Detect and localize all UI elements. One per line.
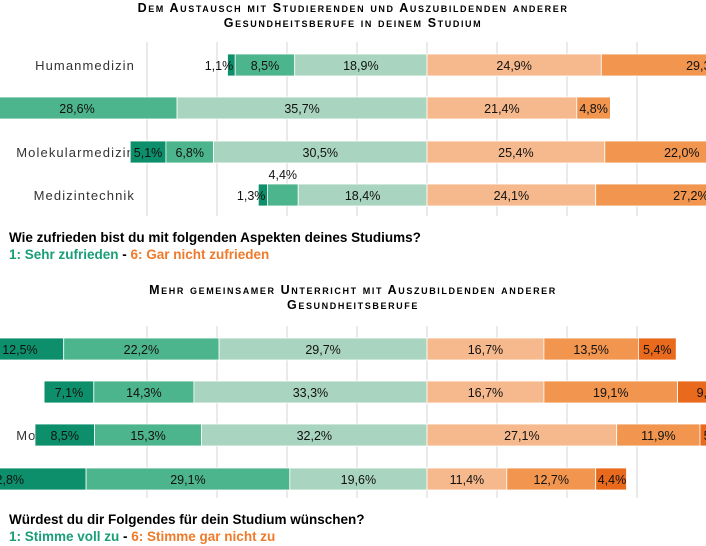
chart2-scale-low: 1: Stimme voll zu bbox=[9, 529, 120, 544]
chart2-scale-sep: - bbox=[119, 529, 132, 544]
chart2-value-label: 12,5% bbox=[2, 343, 37, 357]
chart1-scale-legend: 1: Sehr zufrieden - 6: Gar nicht zufried… bbox=[9, 246, 269, 263]
chart2-scale-legend: 1: Stimme voll zu - 6: Stimme gar nicht … bbox=[9, 528, 275, 545]
chart1-scale-sep: - bbox=[118, 247, 131, 262]
chart1-value-label: 35,7% bbox=[284, 102, 319, 116]
chart1-question: Wie zufrieden bist du mit folgenden Aspe… bbox=[9, 230, 421, 245]
chart1-value-label: 22,0% bbox=[664, 146, 699, 160]
chart2-value-label: 29,1% bbox=[170, 473, 205, 487]
chart1-category-label: Humanmedizin bbox=[35, 58, 135, 73]
chart2-value-label: 7,1% bbox=[55, 386, 84, 400]
chart2-bar-medizintechnik-s6 bbox=[595, 467, 627, 491]
chart2-value-label: 5,4% bbox=[643, 343, 672, 357]
chart1-value-label: 5,1% bbox=[134, 146, 163, 160]
chart2-value-label: 8,5% bbox=[51, 429, 80, 443]
chart2-value-label: 32,2% bbox=[297, 429, 332, 443]
chart1-value-label: 30,5% bbox=[303, 146, 338, 160]
chart1-svg: Humanmedizin1,1%8,5%18,9%24,9%29,3%17,3%… bbox=[0, 42, 706, 216]
chart2-value-label: 15,3% bbox=[130, 429, 165, 443]
chart1-value-label: 4,4% bbox=[269, 168, 298, 182]
chart2-value-label: 16,7% bbox=[468, 343, 503, 357]
chart1-value-label: 1,3% bbox=[237, 189, 266, 203]
chart1-category-label: Medizintechnik bbox=[34, 188, 135, 203]
chart2-value-label: 22,2% bbox=[124, 343, 159, 357]
chart2-value-label: 27,1% bbox=[504, 429, 539, 443]
chart1-scale-low: 1: Sehr zufrieden bbox=[9, 247, 119, 262]
chart1-value-label: 4,8% bbox=[579, 102, 608, 116]
chart1-value-label: 25,4% bbox=[498, 146, 533, 160]
chart2-value-label: 9,5% bbox=[697, 386, 706, 400]
chart2-bar-humanmedizin-s6 bbox=[638, 337, 677, 361]
chart2-value-label: 12,7% bbox=[534, 473, 569, 487]
chart1-value-label: 8,5% bbox=[251, 59, 280, 73]
chart1-value-label: 24,9% bbox=[496, 59, 531, 73]
chart1-value-label: 1,1% bbox=[205, 59, 234, 73]
chart2-value-label: 22,8% bbox=[0, 473, 24, 487]
chart2-value-label: 33,3% bbox=[293, 386, 328, 400]
chart1-bar-humanmedizin-s5 bbox=[600, 53, 706, 77]
chart2-scale-high: 6: Stimme gar nicht zu bbox=[131, 529, 276, 544]
chart2-value-label: 16,7% bbox=[468, 386, 503, 400]
chart1-bar-medizintechnik-s5 bbox=[595, 183, 706, 207]
chart2-bar-molekularmedizin-s6 bbox=[699, 423, 706, 447]
chart2-value-label: 13,5% bbox=[573, 343, 608, 357]
chart2-value-label: 14,3% bbox=[126, 386, 161, 400]
chart2-value-label: 5,1% bbox=[704, 429, 706, 443]
chart1-scale-high: 6: Gar nicht zufrieden bbox=[130, 247, 270, 262]
chart2-value-label: 29,7% bbox=[305, 343, 340, 357]
chart2-question: Würdest du dir Folgendes für dein Studiu… bbox=[9, 512, 365, 527]
chart2-value-label: 4,4% bbox=[598, 473, 627, 487]
chart2-value-label: 11,9% bbox=[641, 429, 676, 443]
chart1-value-label: 28,6% bbox=[59, 102, 94, 116]
chart1-category-label: Molekularmedizin bbox=[16, 145, 135, 160]
chart1-value-label: 29,3% bbox=[686, 59, 706, 73]
chart2-value-label: 19,1% bbox=[593, 386, 628, 400]
chart2-value-label: 19,6% bbox=[341, 473, 376, 487]
chart1-value-label: 6,8% bbox=[175, 146, 204, 160]
chart1-value-label: 27,2% bbox=[673, 189, 706, 203]
chart1-value-label: 24,1% bbox=[494, 189, 529, 203]
chart2-title-line2: Gesundheitsberufe bbox=[287, 298, 419, 312]
chart1-title-line2: Gesundheitsberufe in deinem Studium bbox=[223, 16, 483, 30]
chart1-value-label: 18,9% bbox=[343, 59, 378, 73]
chart2-value-label: 11,4% bbox=[450, 473, 485, 487]
chart2-bar-zahnmedizin-s6 bbox=[677, 380, 706, 404]
chart1-value-label: 18,4% bbox=[345, 189, 380, 203]
chart1-bar-molekularmedizin-s5 bbox=[604, 140, 706, 164]
chart1-title-line1: Dem Austausch mit Studierenden und Auszu… bbox=[137, 1, 569, 15]
chart2-title-line1: Mehr gemeinsamer Unterricht mit Auszubil… bbox=[149, 283, 557, 297]
chart1-value-label: 21,4% bbox=[484, 102, 519, 116]
chart1-bar-zahnmedizin-s5 bbox=[576, 96, 611, 120]
